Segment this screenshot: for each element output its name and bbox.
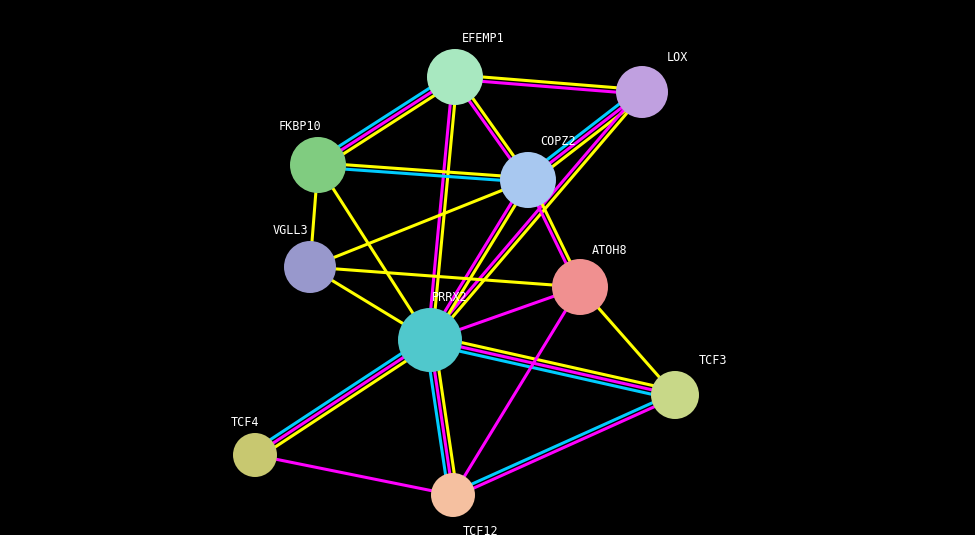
Text: TCF12: TCF12: [463, 525, 499, 535]
Circle shape: [651, 371, 699, 419]
Text: TCF4: TCF4: [231, 416, 259, 429]
Circle shape: [616, 66, 668, 118]
Text: ATOH8: ATOH8: [592, 244, 628, 257]
Circle shape: [427, 49, 483, 105]
Text: LOX: LOX: [666, 51, 687, 64]
Circle shape: [552, 259, 608, 315]
Circle shape: [290, 137, 346, 193]
Circle shape: [284, 241, 336, 293]
Text: EFEMP1: EFEMP1: [461, 32, 504, 45]
Text: FKBP10: FKBP10: [279, 120, 322, 133]
Circle shape: [398, 308, 462, 372]
Text: COPZ2: COPZ2: [540, 135, 576, 148]
Text: PRRX2: PRRX2: [432, 291, 468, 304]
Circle shape: [233, 433, 277, 477]
Circle shape: [500, 152, 556, 208]
Text: TCF3: TCF3: [699, 354, 727, 367]
Circle shape: [431, 473, 475, 517]
Text: VGLL3: VGLL3: [272, 224, 308, 237]
